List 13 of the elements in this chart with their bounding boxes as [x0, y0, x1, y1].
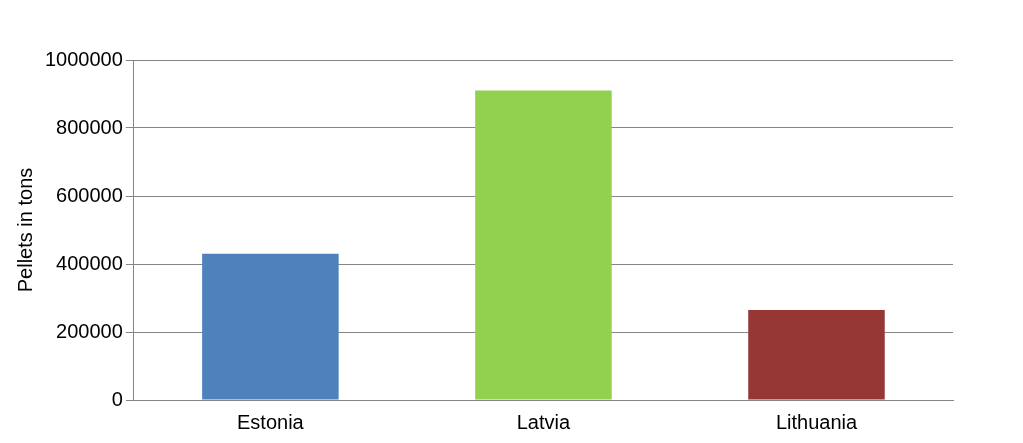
- x-tick-label: Lithuania: [775, 410, 858, 433]
- bar: [748, 309, 885, 400]
- bar: [202, 253, 339, 400]
- y-tick-label: 1000000: [44, 47, 123, 70]
- y-tick-label: 600000: [56, 183, 123, 206]
- x-tick-label: Latvia: [516, 410, 571, 433]
- y-axis-title: Pellets in tons: [13, 167, 36, 293]
- x-tick-label: Estonia: [237, 410, 305, 433]
- y-tick-label: 200000: [56, 319, 123, 342]
- y-tick-label: 800000: [56, 115, 123, 138]
- y-tick-label: 400000: [56, 251, 123, 274]
- bar: [475, 90, 612, 400]
- y-tick-label: 0: [111, 387, 123, 410]
